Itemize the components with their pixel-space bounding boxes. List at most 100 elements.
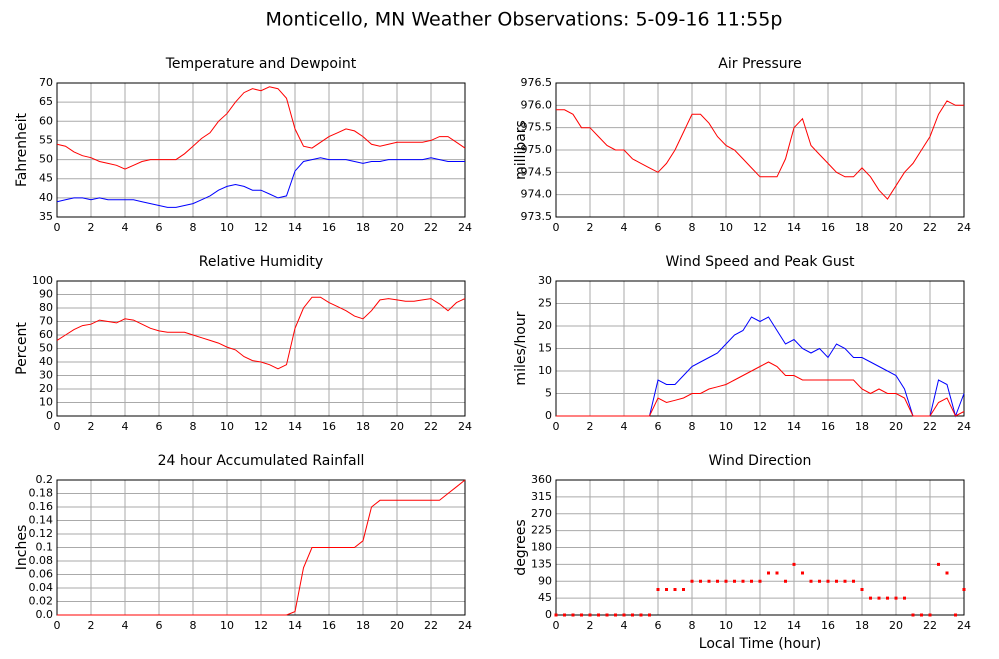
- y-tick-label: 35: [39, 210, 53, 223]
- x-tick-label: 20: [889, 420, 903, 433]
- data-point: [614, 613, 617, 617]
- chart-title: 24 hour Accumulated Rainfall: [158, 453, 365, 469]
- x-tick-label: 24: [458, 420, 472, 433]
- x-tick-label: 20: [390, 221, 404, 234]
- x-tick-label: 12: [753, 420, 767, 433]
- x-tick-label: 6: [655, 420, 662, 433]
- x-tick-label: 18: [855, 420, 869, 433]
- data-point: [639, 613, 643, 617]
- x-tick-label: 4: [122, 420, 129, 433]
- chart-title: Wind Direction: [709, 453, 812, 469]
- x-tick-label: 6: [156, 619, 163, 632]
- x-tick-label: 14: [787, 420, 801, 433]
- data-point: [801, 571, 804, 575]
- x-tick-label: 24: [957, 420, 971, 433]
- x-tick-label: 10: [220, 619, 234, 632]
- data-point: [818, 579, 821, 583]
- data-point: [750, 579, 753, 583]
- chart-title: Wind Speed and Peak Gust: [666, 254, 855, 270]
- x-tick-label: 18: [356, 619, 370, 632]
- y-tick-label: 45: [39, 172, 53, 185]
- x-tick-label: 10: [220, 221, 234, 234]
- x-tick-label: 16: [821, 619, 835, 632]
- y-tick-label: 0.04: [29, 581, 54, 594]
- data-point: [911, 613, 915, 617]
- x-tick-label: 4: [621, 420, 628, 433]
- y-axis-label: miles/hour: [513, 311, 529, 385]
- data-point: [690, 579, 694, 583]
- x-tick-label: 16: [821, 221, 835, 234]
- y-tick-label: 45: [538, 591, 552, 604]
- y-tick-label: 0.02: [29, 595, 54, 608]
- x-tick-label: 20: [889, 619, 903, 632]
- x-tick-label: 24: [458, 619, 472, 632]
- x-tick-label: 16: [322, 420, 336, 433]
- x-tick-label: 2: [88, 221, 95, 234]
- data-point: [954, 613, 957, 617]
- x-tick-label: 22: [424, 420, 438, 433]
- y-tick-label: 0: [545, 409, 552, 422]
- data-point: [597, 613, 600, 617]
- y-tick-label: 973.5: [521, 210, 553, 223]
- x-tick-label: 18: [855, 619, 869, 632]
- x-tick-label: 24: [957, 221, 971, 234]
- figure-title: Monticello, MN Weather Observations: 5-0…: [266, 9, 783, 31]
- data-point: [733, 579, 736, 583]
- x-tick-label: 16: [821, 420, 835, 433]
- x-tick-label: 14: [288, 619, 302, 632]
- x-tick-label: 20: [390, 619, 404, 632]
- y-tick-label: 10: [39, 396, 53, 409]
- y-axis-label: Inches: [14, 525, 30, 570]
- data-point: [784, 579, 787, 583]
- data-point: [554, 613, 558, 617]
- data-point: [920, 613, 923, 617]
- y-tick-label: 90: [39, 288, 53, 301]
- data-line: [556, 361, 965, 417]
- data-point: [903, 596, 906, 600]
- x-tick-label: 2: [587, 619, 594, 632]
- y-tick-label: 360: [531, 473, 552, 486]
- data-point: [835, 579, 838, 583]
- y-tick-label: 270: [531, 507, 552, 520]
- x-tick-label: 8: [190, 619, 197, 632]
- y-tick-label: 0.2: [36, 473, 54, 486]
- x-tick-label: 12: [254, 221, 268, 234]
- chart-title: Air Pressure: [718, 56, 801, 72]
- y-tick-label: 80: [39, 301, 53, 314]
- x-axis-label: Local Time (hour): [699, 636, 821, 652]
- x-tick-label: 0: [54, 619, 61, 632]
- y-tick-label: 30: [538, 274, 552, 287]
- x-tick-label: 20: [889, 221, 903, 234]
- x-tick-label: 2: [587, 221, 594, 234]
- data-point: [665, 588, 668, 591]
- y-tick-label: 60: [39, 328, 53, 341]
- y-tick-label: 135: [531, 557, 552, 570]
- y-tick-label: 974.0: [521, 188, 553, 201]
- data-point: [809, 579, 813, 583]
- y-axis-label: Percent: [14, 322, 30, 375]
- data-point: [852, 579, 855, 583]
- data-line: [556, 100, 964, 200]
- data-point: [716, 579, 719, 583]
- data-point: [886, 596, 889, 600]
- data-point: [928, 613, 932, 617]
- x-tick-label: 2: [88, 420, 95, 433]
- x-tick-label: 8: [190, 420, 197, 433]
- plot-frame: [555, 479, 965, 616]
- x-tick-label: 2: [587, 420, 594, 433]
- data-point: [622, 613, 626, 617]
- x-tick-label: 14: [288, 221, 302, 234]
- y-tick-label: 976.5: [521, 76, 553, 89]
- y-tick-label: 65: [39, 95, 53, 108]
- x-tick-label: 4: [122, 619, 129, 632]
- data-point: [631, 613, 634, 617]
- x-tick-label: 12: [254, 420, 268, 433]
- data-line: [56, 157, 465, 208]
- data-line: [56, 86, 466, 170]
- x-tick-label: 22: [923, 619, 937, 632]
- x-tick-label: 0: [553, 221, 560, 234]
- x-tick-label: 18: [356, 221, 370, 234]
- y-tick-label: 70: [39, 76, 53, 89]
